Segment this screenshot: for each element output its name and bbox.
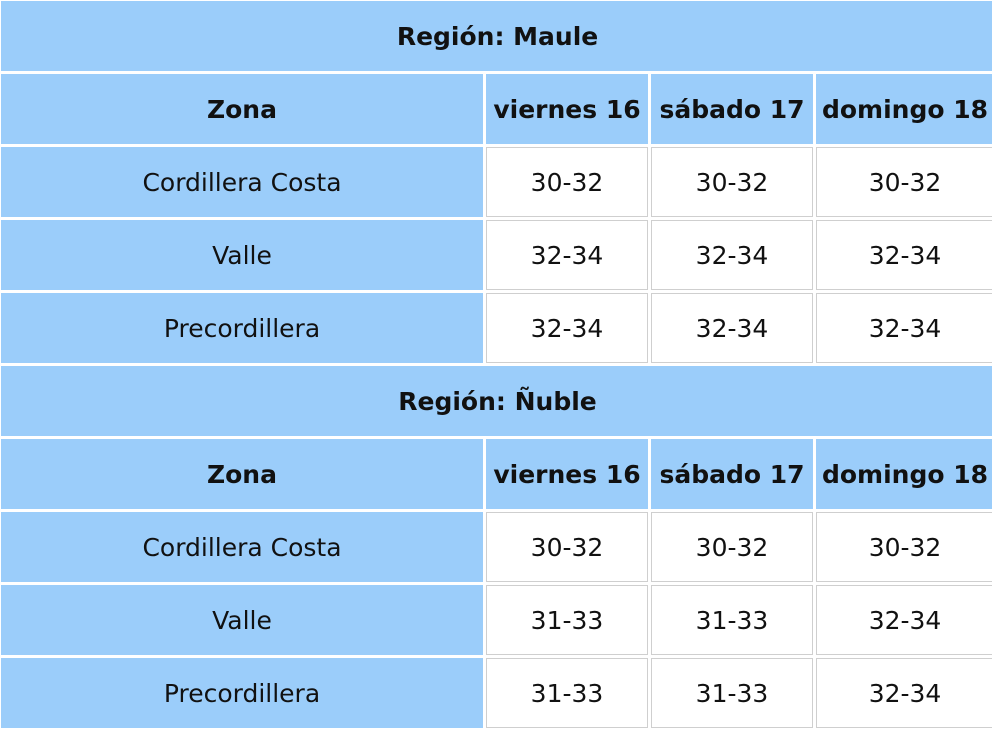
table-row: Cordillera Costa 30-32 30-32 30-32	[1, 147, 992, 217]
temperature-range: 30-32	[486, 147, 648, 217]
temperature-range: 32-34	[651, 220, 813, 290]
zone-name: Valle	[1, 585, 483, 655]
header-row: Zona viernes 16 sábado 17 domingo 18	[1, 74, 992, 144]
temperature-range: 30-32	[651, 512, 813, 582]
header-day: viernes 16	[486, 74, 648, 144]
temperature-range: 31-33	[486, 585, 648, 655]
temperature-range: 30-32	[816, 512, 992, 582]
header-row: Zona viernes 16 sábado 17 domingo 18	[1, 439, 992, 509]
zone-name: Cordillera Costa	[1, 147, 483, 217]
temperature-range: 32-34	[486, 220, 648, 290]
temperature-range: 32-34	[486, 293, 648, 363]
temperature-range: 32-34	[816, 585, 992, 655]
zone-name: Valle	[1, 220, 483, 290]
temperature-range: 32-34	[816, 293, 992, 363]
temperature-range: 32-34	[651, 293, 813, 363]
header-day: domingo 18	[816, 74, 992, 144]
table-row: Cordillera Costa 30-32 30-32 30-32	[1, 512, 992, 582]
region-title: Región: Ñuble	[1, 366, 992, 436]
header-day: domingo 18	[816, 439, 992, 509]
temperature-range: 30-32	[651, 147, 813, 217]
temperature-range: 30-32	[486, 512, 648, 582]
header-day: viernes 16	[486, 439, 648, 509]
table-row: Precordillera 31-33 31-33 32-34	[1, 658, 992, 728]
region-title: Región: Maule	[1, 1, 992, 71]
table-row: Valle 32-34 32-34 32-34	[1, 220, 992, 290]
header-zona: Zona	[1, 74, 483, 144]
region-title-row: Región: Maule	[1, 1, 992, 71]
temperature-range: 31-33	[486, 658, 648, 728]
temperature-range: 31-33	[651, 658, 813, 728]
temperature-range: 32-34	[816, 658, 992, 728]
temperature-range: 30-32	[816, 147, 992, 217]
zone-name: Precordillera	[1, 658, 483, 728]
table-row: Precordillera 32-34 32-34 32-34	[1, 293, 992, 363]
header-zona: Zona	[1, 439, 483, 509]
temperature-range: 31-33	[651, 585, 813, 655]
table-row: Valle 31-33 31-33 32-34	[1, 585, 992, 655]
temperature-range: 32-34	[816, 220, 992, 290]
region-title-row: Región: Ñuble	[1, 366, 992, 436]
zone-name: Cordillera Costa	[1, 512, 483, 582]
zone-name: Precordillera	[1, 293, 483, 363]
header-day: sábado 17	[651, 74, 813, 144]
header-day: sábado 17	[651, 439, 813, 509]
